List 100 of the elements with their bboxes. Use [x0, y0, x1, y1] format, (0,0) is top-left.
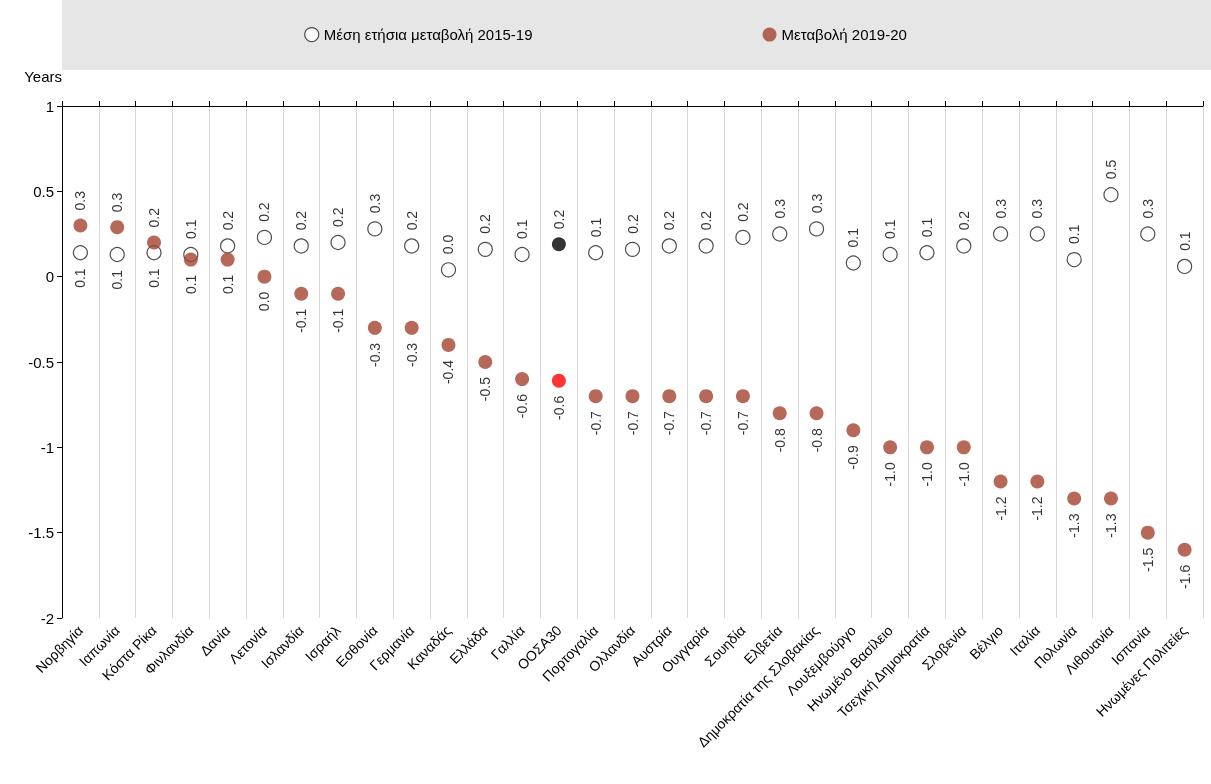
data-label: -0.7 — [734, 410, 751, 436]
point — [992, 226, 1009, 242]
data-label: 0.3 — [366, 193, 383, 214]
point — [1067, 491, 1082, 506]
point — [109, 246, 125, 263]
data-label: -1.5 — [1139, 547, 1156, 572]
data-label: 0.1 — [219, 274, 236, 295]
point — [845, 255, 861, 271]
point — [1177, 258, 1193, 275]
point — [1103, 187, 1119, 203]
point — [183, 252, 198, 267]
point — [846, 423, 861, 438]
data-label: 0.2 — [403, 210, 420, 231]
data-label: 0.5 — [1102, 159, 1119, 180]
point — [72, 245, 88, 261]
y-tick-label: -0.5 — [28, 353, 54, 371]
point — [588, 245, 604, 261]
data-label: 0.3 — [1029, 198, 1046, 219]
data-label: 0.0 — [256, 291, 273, 312]
point — [441, 337, 456, 352]
data-label: -0.8 — [771, 427, 788, 453]
point — [993, 474, 1008, 489]
point — [625, 389, 640, 404]
data-label: 0.2 — [698, 210, 715, 231]
point — [919, 245, 935, 261]
data-label: 0.2 — [955, 210, 972, 231]
data-label: 0.2 — [477, 214, 494, 234]
point — [440, 262, 457, 278]
point — [1029, 226, 1045, 242]
point — [330, 234, 346, 251]
point — [956, 238, 972, 254]
data-label: 0.0 — [440, 234, 457, 255]
point — [882, 246, 898, 263]
data-label: 0.2 — [734, 202, 751, 222]
point — [883, 440, 898, 455]
data-label: -1.2 — [1029, 496, 1046, 521]
point — [73, 218, 88, 233]
data-label: 0.3 — [771, 198, 788, 219]
data-label: -0.8 — [808, 427, 825, 453]
legend-label: Μέση ετήσια μεταβολή 2015-19 — [323, 26, 533, 44]
point — [624, 241, 641, 257]
point — [698, 238, 714, 254]
point — [1140, 525, 1155, 540]
data-label: -0.3 — [366, 342, 383, 367]
data-label: 0.1 — [72, 268, 89, 288]
point — [699, 389, 714, 404]
data-label: 0.2 — [256, 202, 273, 222]
data-label: -0.7 — [661, 410, 678, 436]
data-label: 0.2 — [219, 210, 236, 231]
point — [551, 237, 566, 252]
data-label: 0.1 — [146, 268, 163, 288]
point — [220, 238, 236, 254]
legend-label: Μεταβολή 2019-20 — [781, 26, 907, 44]
y-axis-title: Years — [24, 68, 62, 85]
data-label: 0.3 — [992, 198, 1009, 219]
data-label: 0.1 — [182, 219, 199, 239]
data-label: -0.1 — [293, 308, 310, 333]
data-label: 0.2 — [146, 207, 163, 228]
y-tick-label: -2 — [40, 609, 54, 627]
data-label: 0.1 — [587, 217, 604, 238]
point — [331, 286, 346, 301]
data-label: -0.6 — [514, 393, 531, 419]
point — [662, 389, 677, 404]
point — [1104, 491, 1118, 506]
data-label: -0.6 — [550, 395, 567, 420]
data-label: 0.2 — [624, 214, 641, 234]
data-label: 0.1 — [845, 227, 862, 248]
point — [735, 229, 751, 246]
point — [220, 252, 235, 267]
point — [551, 373, 566, 388]
point — [147, 235, 162, 250]
y-tick-label: 1 — [45, 97, 54, 115]
point — [404, 238, 420, 254]
data-label: 0.1 — [514, 219, 531, 239]
point — [478, 355, 493, 369]
point — [772, 226, 788, 242]
data-label: -0.7 — [587, 410, 604, 436]
data-label: -1.0 — [882, 462, 899, 487]
data-label: -0.1 — [330, 308, 347, 333]
data-label: 0.1 — [882, 219, 899, 239]
data-label: 0.3 — [72, 190, 89, 211]
point — [735, 389, 750, 404]
point — [772, 406, 787, 421]
data-label: -0.9 — [845, 445, 862, 470]
data-label: 0.1 — [109, 269, 126, 290]
point — [661, 238, 677, 254]
point — [404, 320, 419, 335]
y-tick-label: -1 — [40, 438, 54, 456]
point — [477, 241, 493, 257]
point — [294, 286, 309, 301]
point — [367, 320, 382, 335]
point — [1140, 226, 1156, 242]
point — [1066, 252, 1082, 268]
point — [515, 372, 530, 387]
data-label: 0.3 — [109, 192, 126, 213]
data-label: 0.3 — [1139, 198, 1156, 219]
data-label: 0.3 — [808, 193, 825, 214]
data-label: -1.0 — [955, 462, 972, 487]
data-label: 0.2 — [550, 209, 567, 230]
point — [919, 440, 934, 455]
